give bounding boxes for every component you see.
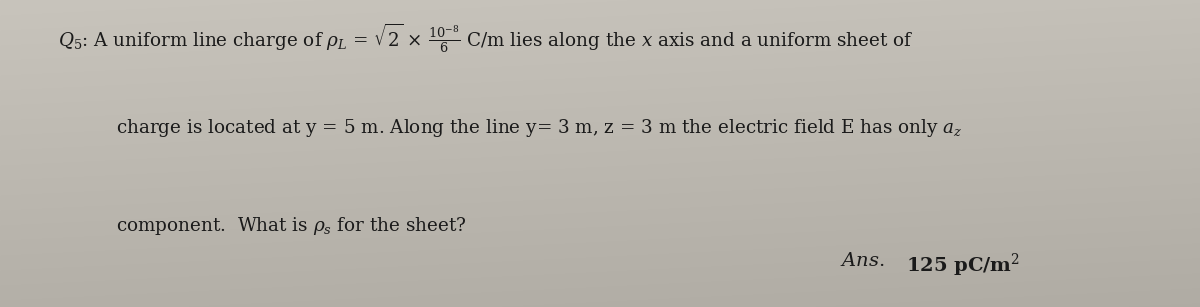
Text: $\mathit{Ans.}$: $\mathit{Ans.}$: [840, 252, 884, 270]
Text: component.  What is $\rho_s$ for the sheet?: component. What is $\rho_s$ for the shee…: [116, 215, 467, 237]
Text: $\mathit{Q_5}$: A uniform line charge of $\rho_L$ = $\sqrt{2}$ × $\frac{10^{-8}}: $\mathit{Q_5}$: A uniform line charge of…: [58, 21, 913, 55]
Text: charge is located at y = 5 m. Along the line y= 3 m, z = 3 m the electric field : charge is located at y = 5 m. Along the …: [116, 117, 964, 139]
Text: 125 pC/m$^{2}$: 125 pC/m$^{2}$: [906, 252, 1020, 279]
